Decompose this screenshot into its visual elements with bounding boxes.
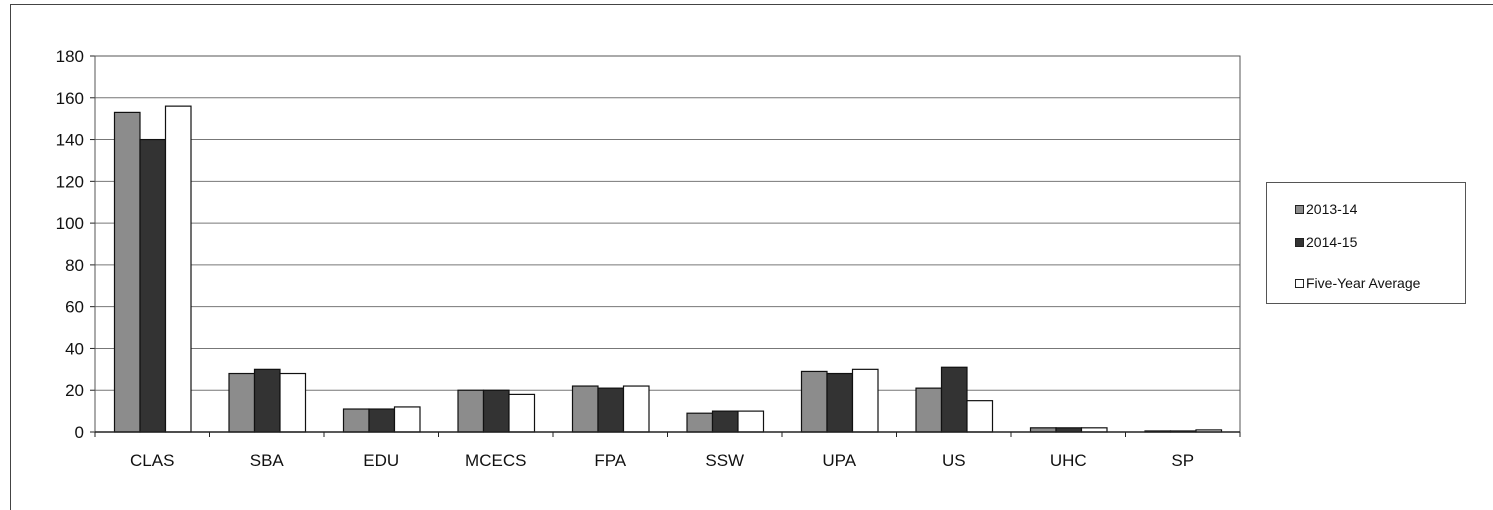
y-tick-label-180: 180: [56, 47, 84, 66]
x-tick-label-clas: CLAS: [130, 451, 174, 470]
bar-ssw-2013-14: [686, 412, 714, 433]
x-tick-label-mcecs: MCECS: [465, 451, 526, 470]
bar-sba-five-year-average: [279, 372, 307, 433]
bar-mcecs-five-year-average: [508, 393, 536, 433]
legend-item-five-year-average: Five-Year Average: [1295, 275, 1420, 291]
bar-us-2013-14: [915, 387, 943, 433]
y-tick-label-100: 100: [56, 214, 84, 233]
x-tick-label-sp: SP: [1171, 451, 1194, 470]
bar-fpa-2013-14: [571, 385, 599, 433]
y-tick-label-140: 140: [56, 131, 84, 150]
x-tick-label-fpa: FPA: [594, 451, 626, 470]
legend: 2013-14 2014-15 Five-Year Average: [1266, 182, 1466, 304]
y-tick-label-0: 0: [75, 423, 84, 442]
bar-fpa-five-year-average: [622, 385, 650, 433]
x-tick-label-us: US: [942, 451, 966, 470]
bar-clas-five-year-average: [164, 105, 192, 433]
bar-mcecs-2013-14: [457, 389, 485, 433]
bar-us-2014-15: [940, 366, 968, 433]
x-tick-labels: CLAS SBA EDU MCECS FPA SSW UPA US UHC SP: [130, 451, 1194, 470]
x-tick-label-edu: EDU: [363, 451, 399, 470]
legend-label-2013-14: 2013-14: [1306, 201, 1358, 217]
bar-sba-2014-15: [253, 368, 281, 433]
bar-upa-2013-14: [800, 370, 828, 433]
bar-edu-2013-14: [342, 408, 370, 433]
bar-edu-five-year-average: [393, 406, 421, 433]
chart-frame: [10, 4, 1493, 510]
gridlines: [95, 55, 1240, 391]
legend-label-five-year-average: Five-Year Average: [1306, 275, 1421, 291]
y-tick-labels: 0 20 40 60 80 100 120 140 160 180: [56, 47, 84, 442]
axes: [90, 55, 1241, 437]
bars: [113, 105, 1223, 433]
x-tick-label-ssw: SSW: [705, 451, 744, 470]
bar-ssw-five-year-average: [737, 410, 765, 433]
y-tick-label-160: 160: [56, 89, 84, 108]
bar-sba-2013-14: [228, 372, 256, 433]
bar-edu-2014-15: [368, 408, 396, 433]
y-tick-label-120: 120: [56, 172, 84, 191]
legend-item-2014-15: 2014-15: [1295, 234, 1357, 250]
legend-swatch-five-year-average: [1295, 278, 1304, 288]
legend-label-2014-15: 2014-15: [1306, 234, 1358, 250]
x-tick-label-uhc: UHC: [1050, 451, 1087, 470]
legend-swatch-2014-15: [1295, 237, 1304, 247]
bar-clas-2013-14: [113, 111, 141, 433]
y-tick-label-40: 40: [65, 339, 84, 358]
y-tick-label-20: 20: [65, 381, 84, 400]
bar-upa-2014-15: [826, 372, 854, 433]
bar-fpa-2014-15: [597, 387, 625, 433]
bar-us-five-year-average: [966, 400, 994, 433]
bar-upa-five-year-average: [851, 368, 879, 433]
bar-ssw-2014-15: [711, 410, 739, 433]
legend-swatch-2013-14: [1295, 204, 1304, 214]
x-tick-label-sba: SBA: [250, 451, 285, 470]
x-tick-label-upa: UPA: [822, 451, 856, 470]
bar-mcecs-2014-15: [482, 389, 510, 433]
y-tick-label-80: 80: [65, 256, 84, 275]
bar-clas-2014-15: [139, 138, 167, 433]
legend-item-2013-14: 2013-14: [1295, 201, 1357, 217]
y-tick-label-60: 60: [65, 298, 84, 317]
